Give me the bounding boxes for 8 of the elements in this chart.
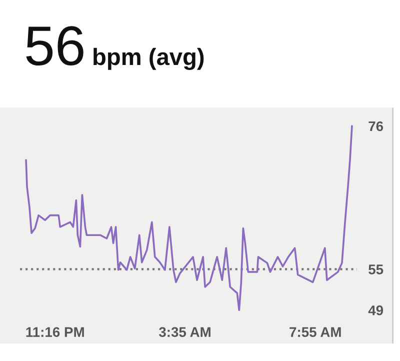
y-tick-label: 55 [368,264,384,274]
chart-subtitle: bpm (avg) [94,48,204,70]
y-tick-label: 76 [368,121,384,132]
x-tick-label: 11:16 PM [26,327,84,337]
x-tick-label: 3:35 AM [158,327,210,337]
x-tick-label: 7:55 AM [290,327,341,337]
chart-title: 56 [26,26,84,66]
y-tick-label: 49 [368,305,384,316]
